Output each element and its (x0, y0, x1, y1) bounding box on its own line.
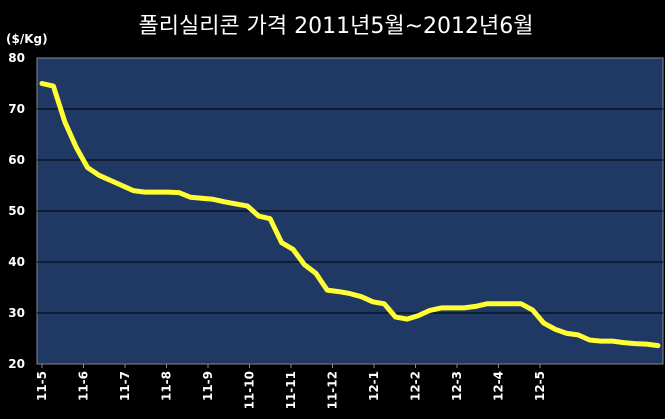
x-tick-label: 11-8 (160, 371, 174, 401)
data-point (302, 262, 307, 267)
data-point (564, 331, 569, 336)
data-point (382, 301, 387, 306)
y-tick-label: 50 (8, 204, 25, 218)
data-point (97, 173, 101, 178)
data-point (222, 199, 227, 204)
data-point (473, 304, 478, 309)
y-axis-unit-label: ($/Kg) (6, 32, 48, 46)
data-point (644, 342, 649, 347)
data-point (40, 81, 44, 86)
data-point (74, 145, 79, 150)
data-point (62, 119, 67, 124)
data-point (656, 343, 660, 348)
data-point (188, 195, 193, 200)
data-point (336, 289, 341, 294)
data-point (348, 291, 352, 296)
data-point (507, 301, 512, 306)
chart-title: 폴리실리콘 가격 2011년5월~2012년6월 (138, 14, 533, 39)
x-tick-label: 12-2 (409, 371, 423, 401)
data-point (587, 338, 592, 342)
data-point (211, 197, 216, 202)
x-tick-label: 11-9 (201, 371, 215, 401)
data-point (439, 305, 444, 310)
x-tick-label: 12-4 (492, 371, 506, 401)
data-point (108, 178, 113, 183)
x-axis-ticks: 11-5 11-6 11-7 11-8 11-9 11-10 11-11 11-12 12-1 1… (35, 364, 547, 409)
data-point (291, 247, 295, 252)
series-layer (39, 81, 661, 349)
data-point (416, 313, 421, 318)
data-point (450, 305, 455, 310)
data-point (245, 203, 250, 208)
data-point (359, 294, 364, 299)
data-point (131, 188, 136, 193)
x-tick-label: 11-7 (118, 371, 132, 401)
y-tick-label: 70 (8, 102, 25, 116)
data-point (268, 216, 273, 221)
grid-lines (37, 108, 663, 314)
y-tick-label: 60 (8, 153, 25, 167)
data-point (484, 301, 489, 306)
data-point (313, 271, 318, 276)
x-tick-label: 11-11 (284, 371, 298, 409)
x-tick-label: 11-12 (326, 371, 340, 409)
data-point (621, 340, 626, 345)
data-point (256, 214, 261, 219)
data-point (462, 305, 467, 310)
data-point (633, 341, 638, 346)
data-point (154, 190, 159, 195)
y-tick-label: 20 (8, 357, 25, 371)
data-point (142, 190, 147, 195)
data-point (199, 196, 204, 201)
data-point (427, 308, 432, 313)
data-point (85, 165, 90, 170)
data-point (610, 339, 615, 344)
x-tick-label: 11-5 (35, 371, 49, 401)
data-point (370, 299, 375, 304)
x-tick-label: 12-3 (450, 371, 464, 401)
x-tick-label: 11-10 (243, 371, 257, 409)
data-point (599, 339, 603, 344)
data-point (165, 190, 170, 195)
y-axis-ticks: 80 70 60 50 40 30 20 (8, 51, 25, 371)
data-point (393, 315, 398, 320)
y-tick-label: 80 (8, 51, 25, 65)
data-point (553, 327, 558, 332)
data-point (576, 332, 581, 337)
data-point (176, 190, 181, 195)
data-point (279, 240, 284, 245)
y-tick-label: 30 (8, 306, 25, 320)
data-point (119, 183, 124, 188)
x-tick-label: 12-5 (533, 371, 547, 401)
data-point (530, 307, 535, 312)
x-tick-label: 12-1 (367, 371, 381, 401)
data-point (233, 201, 238, 206)
data-point (51, 84, 56, 89)
data-point (325, 288, 330, 293)
x-tick-label: 11-6 (77, 371, 91, 401)
y-tick-label: 40 (8, 255, 25, 269)
data-point (405, 317, 409, 322)
data-point (519, 301, 524, 306)
data-point (496, 301, 501, 306)
data-point (541, 321, 546, 326)
